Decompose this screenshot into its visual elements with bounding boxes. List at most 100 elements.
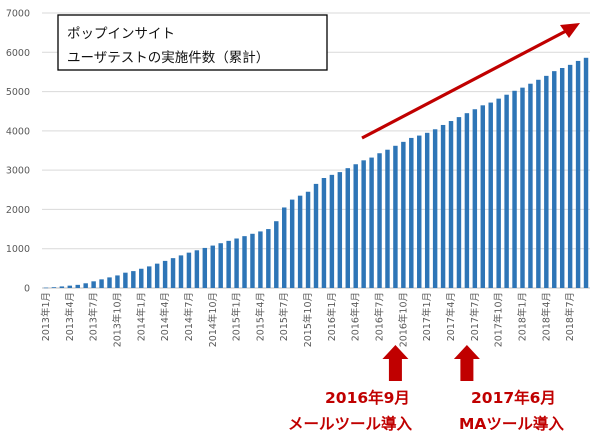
- bar: [385, 149, 390, 288]
- x-tick-label: 2013年4月: [64, 292, 76, 341]
- bar: [337, 172, 343, 288]
- bar: [361, 160, 366, 288]
- trend-arrow: [361, 23, 580, 140]
- x-tick-label: 2016年10月: [397, 292, 409, 347]
- bar: [512, 90, 517, 289]
- bar: [297, 195, 303, 288]
- bar: [51, 287, 57, 288]
- y-tick-label: 2000: [6, 205, 30, 216]
- y-tick-label: 7000: [6, 9, 30, 20]
- bar: [424, 132, 430, 288]
- x-tick-label: 2017年7月: [469, 292, 481, 341]
- chart-title-line-2: ユーザテストの実施件数（累計）: [67, 50, 269, 66]
- x-tick-label: 2014年1月: [135, 292, 147, 341]
- bar: [194, 250, 200, 288]
- bar: [496, 98, 501, 289]
- bar: [250, 233, 255, 288]
- bar: [464, 113, 470, 288]
- annotation-2-date: 2017年6月: [471, 388, 556, 407]
- bar: [559, 68, 565, 288]
- bar: [274, 221, 279, 288]
- bar: [266, 229, 271, 288]
- bar: [409, 137, 414, 288]
- x-tick-label: 2017年1月: [421, 292, 433, 341]
- x-tick-label: 2017年4月: [445, 292, 457, 341]
- x-tick-label: 2015年7月: [278, 292, 290, 341]
- y-tick-label: 4000: [6, 126, 30, 137]
- y-tick-label: 1000: [6, 244, 30, 255]
- bar: [282, 207, 287, 288]
- bar: [218, 243, 223, 288]
- bar: [432, 129, 438, 288]
- bar: [289, 199, 295, 288]
- bar: [393, 145, 398, 288]
- x-tick-label: 2014年4月: [159, 292, 171, 341]
- bar: [131, 271, 136, 288]
- x-tick-label: 2015年10月: [302, 292, 314, 347]
- bar: [480, 105, 486, 288]
- annotation-arrow-1: [382, 345, 409, 381]
- x-tick-label: 2016年7月: [374, 292, 386, 341]
- bar: [417, 135, 422, 288]
- bar: [528, 83, 533, 288]
- y-axis-ticks: 0 1000 2000 3000 4000 5000 6000 7000: [6, 9, 30, 295]
- annotation-1-date: 2016年9月: [325, 388, 410, 407]
- bar: [575, 60, 581, 288]
- bar: [536, 79, 541, 289]
- x-tick-label: 2014年7月: [183, 292, 195, 341]
- bar: [567, 64, 573, 288]
- bar: [123, 272, 128, 288]
- bar: [504, 94, 509, 288]
- bar: [440, 124, 446, 288]
- x-tick-label: 2016年1月: [326, 292, 338, 341]
- bar: [321, 178, 327, 288]
- bar: [488, 102, 493, 288]
- bar: [178, 255, 184, 288]
- bar: [456, 117, 462, 288]
- y-tick-label: 3000: [6, 166, 30, 177]
- bar: [202, 247, 208, 288]
- bar: [75, 284, 80, 288]
- x-tick-label: 2016年4月: [350, 292, 362, 341]
- x-tick-label: 2018年1月: [516, 292, 528, 341]
- x-tick-label: 2015年1月: [231, 292, 243, 341]
- bar: [369, 157, 374, 288]
- annotation-arrows: [382, 345, 480, 381]
- bar: [329, 174, 335, 288]
- bars: [43, 57, 589, 289]
- x-tick-label: 2018年4月: [540, 292, 552, 341]
- bar: [448, 121, 454, 289]
- bar: [242, 236, 247, 288]
- bar: [91, 281, 96, 288]
- bar: [583, 57, 589, 289]
- x-tick-label: 2015年4月: [254, 292, 266, 341]
- annotation-2-label: MAツール導入: [459, 414, 564, 433]
- bar: [552, 71, 557, 289]
- annotation-1-label: メールツール導入: [288, 414, 413, 433]
- bar: [472, 109, 478, 288]
- x-tick-label: 2013年1月: [40, 292, 52, 341]
- bar: [210, 245, 215, 288]
- bar: [226, 240, 231, 288]
- bar: [345, 168, 350, 288]
- chart-title-line-1: ポップインサイト: [67, 26, 175, 42]
- bar: [258, 231, 263, 288]
- bar: [83, 283, 88, 288]
- bar: [107, 277, 112, 288]
- bar: [377, 153, 382, 288]
- bar: [115, 275, 120, 288]
- y-tick-label: 0: [24, 284, 30, 295]
- bar: [67, 285, 73, 288]
- x-tick-label: 2013年7月: [88, 292, 100, 341]
- bar: [99, 279, 104, 288]
- x-tick-label: 2013年10月: [111, 292, 123, 347]
- bar: [234, 238, 239, 288]
- bar: [43, 287, 49, 289]
- bar: [186, 252, 192, 288]
- x-tick-label: 2018年7月: [564, 292, 576, 341]
- bar: [313, 183, 319, 288]
- bar: [305, 191, 311, 288]
- x-tick-label: 2017年10月: [493, 292, 505, 347]
- bar: [520, 87, 525, 289]
